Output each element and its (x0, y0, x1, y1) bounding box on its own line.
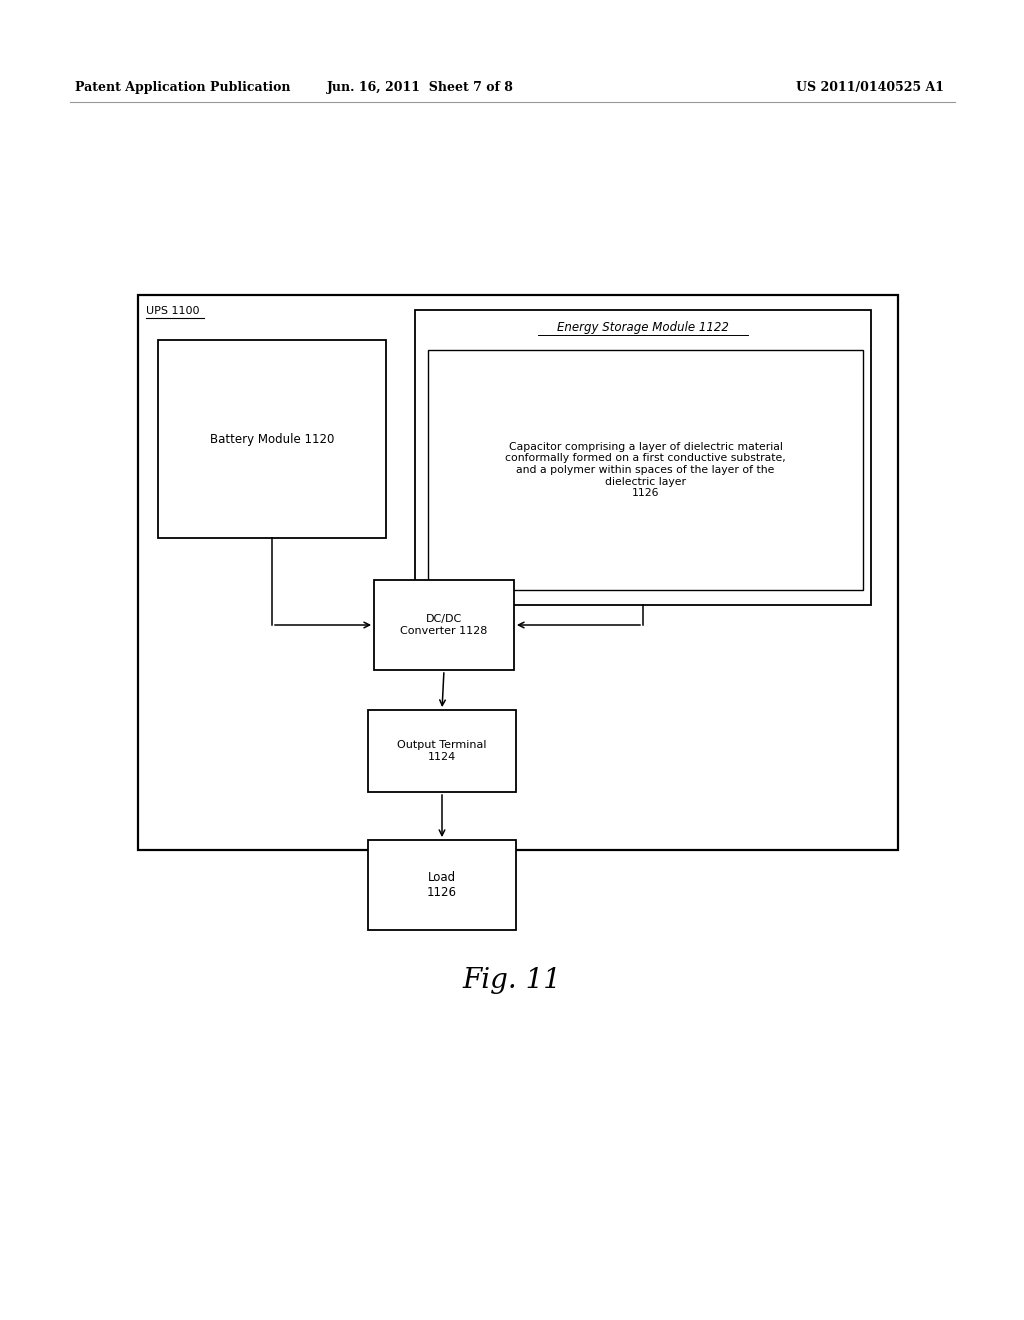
Text: DC/DC
Converter 1128: DC/DC Converter 1128 (400, 614, 487, 636)
Text: Capacitor comprising a layer of dielectric material
conformally formed on a firs: Capacitor comprising a layer of dielectr… (505, 442, 785, 498)
Text: UPS 1100: UPS 1100 (146, 306, 200, 315)
Text: US 2011/0140525 A1: US 2011/0140525 A1 (796, 82, 944, 95)
Text: Patent Application Publication: Patent Application Publication (75, 82, 291, 95)
Bar (428, 350, 863, 590)
Text: Output Terminal
1124: Output Terminal 1124 (397, 741, 486, 762)
Bar (368, 710, 516, 792)
Bar (415, 310, 871, 605)
Text: Fig. 11: Fig. 11 (463, 966, 561, 994)
Text: Battery Module 1120: Battery Module 1120 (210, 433, 334, 446)
Text: Jun. 16, 2011  Sheet 7 of 8: Jun. 16, 2011 Sheet 7 of 8 (327, 82, 513, 95)
Bar (138, 294, 898, 850)
Text: Load
1126: Load 1126 (427, 871, 457, 899)
Bar (158, 341, 386, 539)
Text: Energy Storage Module 1122: Energy Storage Module 1122 (557, 322, 729, 334)
Bar (368, 840, 516, 931)
Bar (374, 579, 514, 671)
